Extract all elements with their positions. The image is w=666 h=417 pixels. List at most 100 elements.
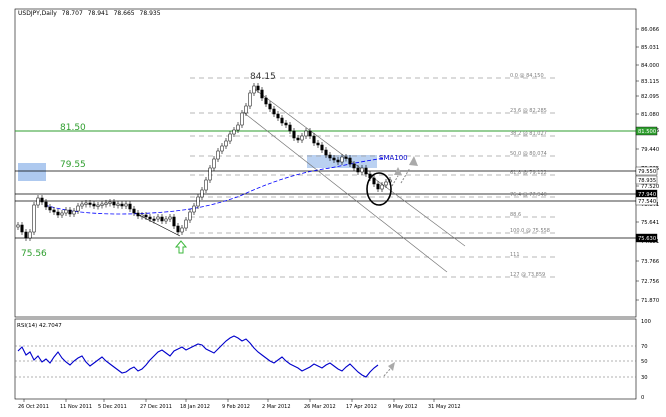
candle-body [52,209,56,213]
candle-body [376,183,380,190]
candle-body [268,103,272,110]
date-label: 27 Dec 2011 [140,404,172,410]
close-value: 78.935 [139,10,161,17]
arrow-up-icon [394,167,402,175]
fibo-label: 76.4 @ 77.940 [510,192,547,198]
candle-body [324,149,328,156]
candle-body [32,204,36,233]
open-value: 78.707 [61,10,83,17]
channel-lower-line [242,111,448,273]
fibo-label: 23.6 @ 82.285 [510,108,547,114]
candle-body [356,167,360,173]
candle-body [48,206,52,211]
candle-body [56,211,60,216]
resistance-highlight-box [18,163,46,181]
low-value: 78.665 [113,10,135,17]
price-flag: 81.500 [635,126,658,136]
price-flag: 75.630 [635,233,658,243]
candle-body [232,129,236,135]
candle-body [312,135,316,144]
candle-body [344,156,348,159]
fibo-label: 111 [510,252,520,258]
candle-body [336,159,340,163]
candle-body [164,218,168,222]
price-tick-label: 81.080 [641,112,659,118]
candle-body [88,202,92,205]
date-label: 31 May 2012 [428,404,461,410]
candle-body [208,167,212,181]
candle-body [112,201,116,206]
projection-arrows [391,156,418,187]
fibo-label: 127 @ 73.859 [510,272,545,278]
candle-body [68,209,72,215]
candle-body [80,203,84,207]
candle-body [96,204,100,207]
price-tick-label: 79.440 [641,147,659,153]
candle-body [260,89,264,99]
candle-body [132,208,136,214]
candle-body [124,203,128,207]
candle-body [152,218,156,221]
candle-body [104,202,108,205]
candle-body [292,130,296,139]
candle-body [176,225,180,233]
price-tick-label: 71.870 [641,298,659,304]
candle-body [64,209,68,214]
date-label: 5 Dec 2011 [98,404,127,410]
date-axis: 26 Oct 2011 11 Nov 2011 5 Dec 2011 27 Dec 2… [18,399,461,410]
chart-header: USDJPY,Daily 78.707 78.941 78.665 78.935 [18,10,164,17]
sma-annotation: SMA100 [379,154,408,162]
candle-body [284,122,288,126]
svg-text:75.630: 75.630 [638,236,656,242]
candle-body [244,105,248,114]
date-label: 26 Oct 2011 [18,404,49,410]
candle-body [348,157,352,165]
candle-body [304,130,308,137]
main-panel-border [14,8,637,318]
candle-body [136,212,140,217]
arrow-line-1 [391,175,399,187]
candle-body [352,163,356,169]
candle-body [328,154,332,159]
candle-body [360,167,364,173]
svg-text:81.500: 81.500 [638,129,656,135]
rsi-tick-label: 50 [641,359,648,365]
rsi-panel-border [14,318,637,400]
price-tick-label: 86.066 [641,27,659,33]
candle-body [40,197,44,203]
candle-body [24,231,28,239]
date-label: 11 Nov 2011 [60,404,92,410]
candle-body [380,184,384,190]
low-annotation: 75.56 [21,249,47,259]
candle-body [192,205,196,213]
candle-body [212,158,216,169]
candle-body [240,112,244,126]
candle-body [252,85,256,94]
green-up-arrow-icon [174,240,188,254]
candle-body [120,203,124,207]
symbol-label: USDJPY,Daily [18,10,57,17]
candle-body [276,113,280,119]
candle-body [204,179,208,191]
fibo-label: 100.0 @ 75.558 [510,228,550,234]
fibo-label: 0.0 @ 84.150 [510,73,544,79]
candle-body [84,202,88,205]
rsi-tick-label: 70 [641,344,648,350]
price-tick-label: 75.641 [641,220,659,226]
candle-body [184,219,188,229]
level-81-annotation: 81.50 [60,123,86,133]
price-flag: 78.935 [635,175,658,185]
rsi-levels [15,345,636,378]
high-value: 78.941 [87,10,109,17]
fibo-label: 50.0 @ 80.074 [510,151,547,157]
candle-body [128,203,132,210]
candle-body [28,231,32,239]
candle-body [172,216,176,227]
date-label: 26 Mar 2012 [304,404,336,410]
candle-body [332,157,336,161]
candle-body [264,97,268,105]
price-tick-label: 73.766 [641,259,659,265]
support-trendline [134,212,181,237]
